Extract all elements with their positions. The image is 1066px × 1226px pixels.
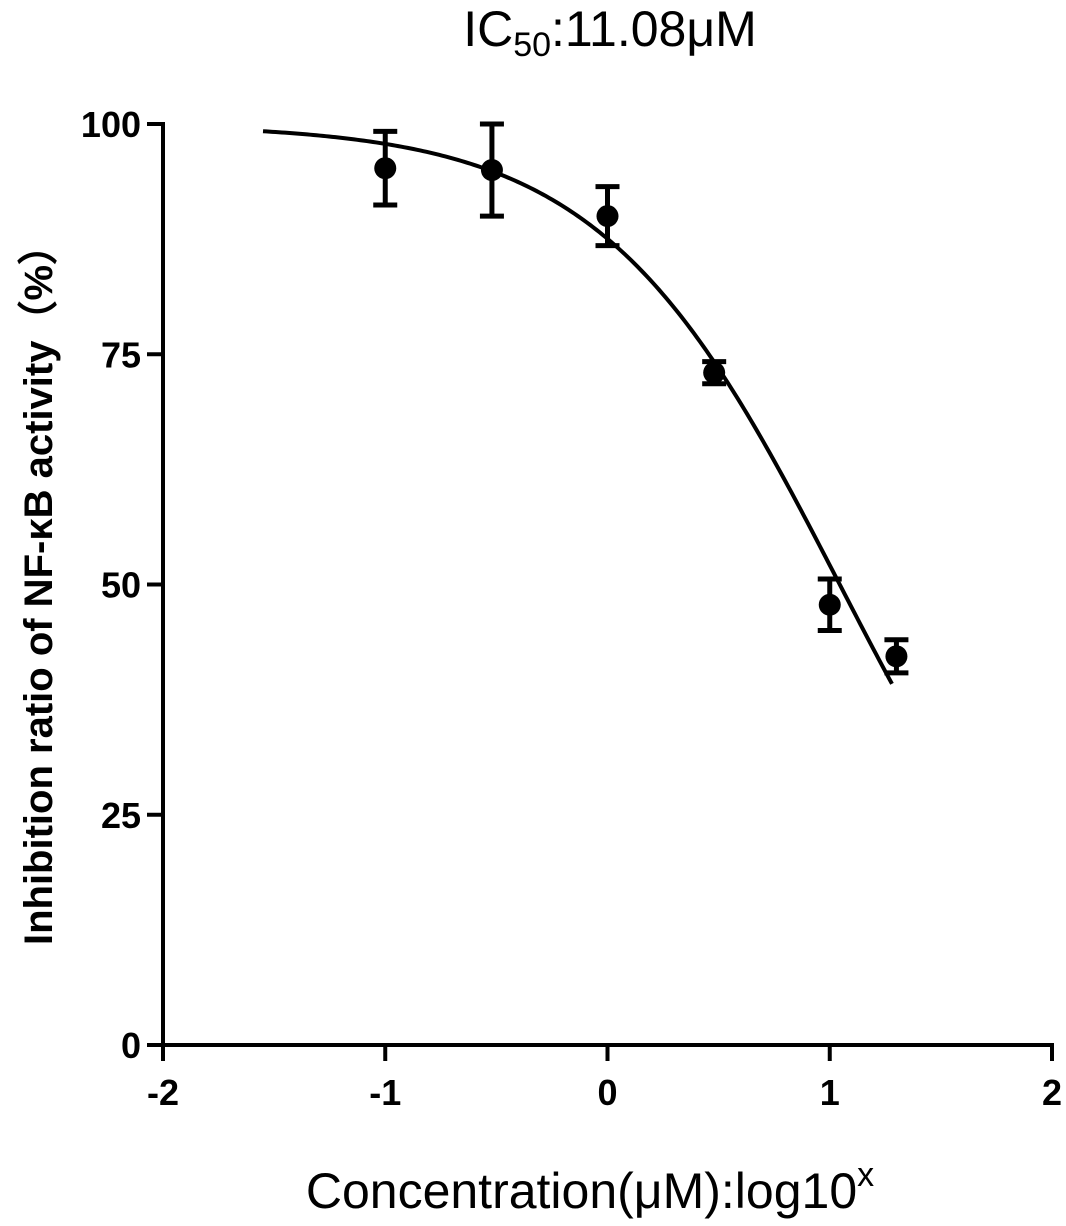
x-tick-label: 2 [1042, 1072, 1062, 1113]
data-point [703, 361, 726, 384]
y-axis-label: Inhibition ratio of NF-κB activity（%） [17, 225, 61, 945]
y-tick-label: 100 [81, 104, 141, 145]
x-axis-label-superscript: x [857, 1156, 874, 1194]
y-ticks: 0 25 50 75 100 [81, 104, 163, 1066]
y-tick-label: 0 [121, 1025, 141, 1066]
y-tick-label: 50 [101, 565, 141, 606]
title-prefix: IC [463, 1, 513, 57]
axes [161, 122, 1054, 1047]
x-tick-label: -2 [147, 1072, 179, 1113]
data-point [374, 157, 397, 180]
data-point [596, 205, 619, 228]
y-tick-label: 25 [101, 795, 141, 836]
chart-title: IC50:11.08μM [463, 1, 757, 64]
x-axis-label-main: Concentration(μM):log10 [306, 1163, 857, 1219]
data-point [480, 159, 503, 182]
x-ticks: -2 -1 0 1 2 [147, 1045, 1062, 1113]
y-tick-label: 75 [101, 334, 141, 375]
x-tick-label: 0 [597, 1072, 617, 1113]
title-subscript: 50 [513, 26, 551, 64]
data-points [373, 121, 909, 676]
data-point [818, 593, 841, 616]
x-axis-label: Concentration(μM):log10x [306, 1156, 874, 1219]
fit-curve [262, 129, 894, 685]
x-tick-label: 1 [820, 1072, 840, 1113]
data-point [885, 645, 908, 668]
title-suffix: :11.08μM [551, 1, 757, 57]
x-tick-label: -1 [369, 1072, 401, 1113]
